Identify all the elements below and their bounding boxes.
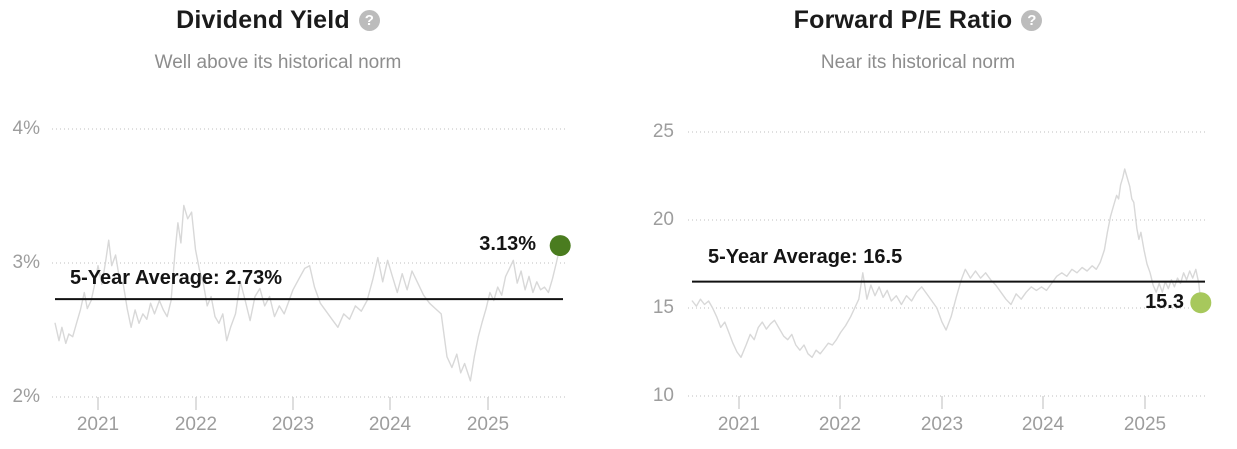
forward-pe-header: Forward P/E Ratio ? Near its historical …	[660, 5, 1176, 74]
forward-pe-x-tick-label: 2025	[1123, 414, 1167, 435]
forward-pe-current-label: 15.3	[1145, 291, 1184, 313]
forward-pe-series-line[interactable]	[691, 168, 1202, 358]
dividend-yield-header: Dividend Yield ? Well above its historic…	[8, 5, 548, 74]
dividend-yield-x-tick-label: 2025	[466, 414, 510, 435]
dividend-yield-average-label: 5-Year Average: 2.73%	[70, 267, 282, 289]
dividend-yield-x-tick-label: 2023	[271, 414, 315, 435]
dividend-yield-current-dot[interactable]	[549, 235, 571, 257]
forward-pe-y-tick-label: 15	[652, 297, 674, 318]
dividend-yield-title: Dividend Yield	[176, 5, 350, 34]
forward-pe-plot	[688, 131, 1212, 409]
dividend-yield-x-tick-label: 2024	[368, 414, 412, 435]
dividend-yield-x-tick-label: 2022	[174, 414, 218, 435]
dividend-yield-y-tick-label: 3%	[12, 252, 40, 273]
forward-pe-x-tick-label: 2022	[818, 414, 862, 435]
question-mark-circle-icon[interactable]: ?	[358, 9, 380, 31]
question-mark-circle-icon[interactable]: ?	[1021, 9, 1043, 31]
forward-pe-y-tick-label: 25	[652, 121, 674, 142]
dividend-yield-y-tick-label: 4%	[12, 118, 40, 139]
forward-pe-title: Forward P/E Ratio	[793, 5, 1013, 34]
forward-pe-subtitle: Near its historical norm	[820, 52, 1016, 73]
dividend-yield-plot	[52, 128, 571, 410]
forward-pe-average-label: 5-Year Average: 16.5	[708, 246, 903, 268]
dividend-yield-y-tick-label: 2%	[12, 386, 40, 407]
dividend-yield-title-row: Dividend Yield ?	[176, 5, 380, 35]
dividend-yield-series-line[interactable]	[54, 204, 561, 382]
dividend-yield-x-tick-label: 2021	[76, 414, 120, 435]
forward-pe-current-dot[interactable]	[1190, 292, 1212, 314]
dividend-yield-subtitle: Well above its historical norm	[154, 52, 402, 73]
forward-pe-y-tick-label: 20	[652, 209, 674, 230]
forward-pe-x-tick-label: 2023	[920, 414, 964, 435]
forward-pe-x-tick-label: 2021	[717, 414, 761, 435]
forward-pe-y-tick-label: 10	[652, 385, 674, 406]
forward-pe-x-tick-label: 2024	[1021, 414, 1065, 435]
dividend-yield-current-label: 3.13%	[479, 233, 536, 255]
forward-pe-title-row: Forward P/E Ratio ?	[794, 5, 1043, 35]
